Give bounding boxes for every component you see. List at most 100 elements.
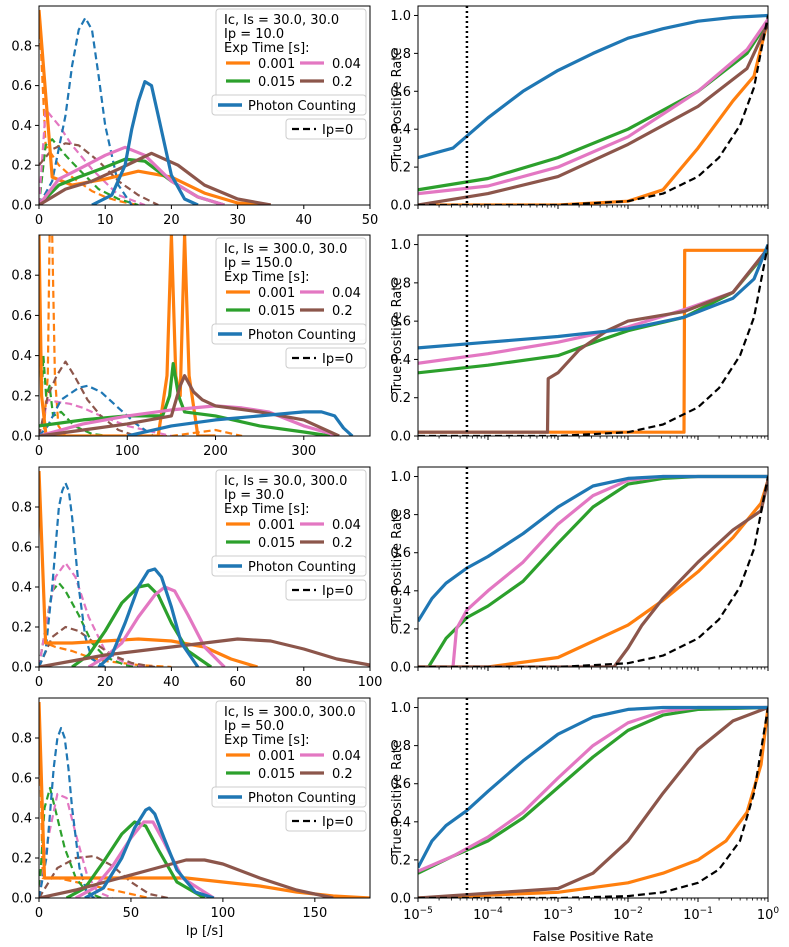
roc-line-ip0 (418, 476, 768, 667)
legend-label-0.04: 0.04 (332, 749, 361, 764)
axes-frame (38, 234, 371, 437)
x-tick-label: 50 (123, 906, 140, 921)
roc-lines (418, 13, 768, 205)
legend-label-0.015: 0.015 (258, 767, 295, 782)
axes-frame (417, 5, 769, 206)
roc-panel-4: 0.0 0.2 0.4 0.6 0.8 1.0 True Positive Rate 10−5… (390, 697, 780, 923)
legend-title-line1: Ic, Is = 30.0, 300.0 (224, 474, 347, 489)
series-line-0.2 (39, 858, 334, 898)
legend-label-0.001: 0.001 (258, 749, 295, 764)
histogram-lines (39, 470, 370, 667)
x-tick-label: 60 (229, 675, 246, 690)
legend-photon-box (211, 786, 367, 808)
x-tick-label: 100 (115, 444, 140, 459)
series-line-photon-ip0 (39, 16, 133, 205)
x-tick-label: 100 (358, 675, 383, 690)
y-tick-label: 0.2 (11, 389, 32, 404)
hist-x-label: Ip [/s] (186, 924, 224, 939)
series-line-0.04-ip0 (39, 792, 114, 898)
y-tick-label: 0.8 (390, 739, 411, 754)
axes-frame (38, 697, 371, 899)
histogram-panel-3: 0.0 0.2 0.4 0.6 0.8 0 20 40 60 80 100 Ic, Is = 30.0… (11, 466, 383, 690)
legend-label-0.001: 0.001 (258, 518, 295, 533)
x-tick-label: 20 (97, 675, 114, 690)
y-tick-label: 0.4 (11, 812, 32, 827)
roc-line-0.015 (418, 20, 768, 192)
series-line-0.2 (39, 637, 370, 667)
y-tick-label: 0.0 (11, 892, 32, 907)
roc-panel-1: 0.0 0.2 0.4 0.6 0.8 1.0 True Positive Rate (390, 5, 769, 214)
x-tick-label: 10−3 (543, 906, 573, 923)
series-line-0.015 (39, 157, 225, 205)
x-tick-label: 200 (203, 444, 228, 459)
roc-line-photon (418, 243, 768, 350)
legend-title-line2: Ip = 10.0 (224, 27, 284, 42)
legend-label-0.2: 0.2 (332, 304, 353, 319)
roc-line-ip0 (418, 244, 768, 436)
legend-label-photon: Photon Counting (248, 99, 356, 114)
legend-title-line2: Ip = 50.0 (224, 719, 284, 734)
y-tick-label: 0.8 (11, 501, 32, 516)
series-line-0.2-ip0 (39, 854, 168, 898)
roc-line-0.2 (418, 706, 768, 898)
x-tick-label: 10−5 (403, 906, 433, 923)
y-tick-label: 0.8 (11, 269, 32, 284)
series-line-photon (91, 79, 199, 205)
series-line-photon-ip0 (39, 726, 95, 898)
y-tick-label: 0.6 (390, 777, 411, 792)
roc-panel-3: 0.0 0.2 0.4 0.6 0.8 1.0 True Positive Rate (390, 466, 769, 676)
legend-label-0.001: 0.001 (258, 286, 295, 301)
y-tick-label: 0.2 (390, 853, 411, 868)
roc-y-label: True Positive Rate (390, 740, 405, 857)
legend-photon-box (211, 94, 367, 116)
x-tick-label: 0 (35, 444, 43, 459)
legend-photon-box (211, 555, 367, 577)
legend-label-0.001: 0.001 (258, 57, 295, 72)
series-line-photon-ip0 (39, 481, 106, 667)
series-line-0.2-ip0 (39, 142, 159, 205)
axes-frame (417, 234, 769, 437)
legend-label-0.2: 0.2 (332, 75, 353, 90)
y-tick-label: 0.2 (11, 159, 32, 174)
legend-label-0.015: 0.015 (258, 536, 295, 551)
roc-lines (418, 243, 768, 436)
y-tick-label: 1.0 (390, 470, 411, 485)
y-tick-label: 1.0 (390, 238, 411, 253)
roc-line-0.001 (418, 18, 768, 205)
y-tick-label: 0.6 (390, 85, 411, 100)
x-tick-label: 50 (362, 213, 379, 228)
roc-line-photon (418, 705, 768, 869)
roc-line-photon (418, 13, 768, 160)
y-tick-label: 0.8 (390, 508, 411, 523)
legend-label-0.015: 0.015 (258, 304, 295, 319)
y-tick-label: 0.8 (390, 47, 411, 62)
axes-frame (417, 697, 769, 899)
series-line-photon (126, 410, 354, 436)
legend-label-0.04: 0.04 (332, 57, 361, 72)
histogram-lines (39, 235, 354, 436)
histogram-lines (39, 9, 271, 205)
x-tick-label: 30 (229, 213, 246, 228)
y-tick-label: 0.2 (11, 621, 32, 636)
axes-frame (417, 466, 769, 668)
roc-line-ip0 (418, 15, 768, 205)
legend-ip0-box (285, 579, 367, 601)
roc-line-0.04 (418, 18, 768, 196)
legend-title-line2: Ip = 30.0 (224, 488, 284, 503)
series-line-photon (84, 806, 215, 898)
roc-line-0.04 (418, 705, 768, 873)
roc-x-label: False Positive Rate (533, 930, 654, 945)
y-tick-label: 0.6 (11, 79, 32, 94)
y-tick-label: 0.8 (11, 39, 32, 54)
x-tick-label: 20 (163, 213, 180, 228)
roc-y-label: True Positive Rate (390, 509, 405, 626)
x-tick-label: 100 (757, 906, 780, 923)
legend-label-ip0: Ip=0 (322, 584, 353, 599)
legend-label-ip0: Ip=0 (322, 352, 353, 367)
histogram-panel-2: 0.0 0.2 0.4 0.6 0.8 0 100 200 300 Ic, Is = 300.0,… (11, 234, 371, 459)
legend-ip0-box (285, 810, 367, 832)
x-tick-label: 10 (97, 213, 114, 228)
